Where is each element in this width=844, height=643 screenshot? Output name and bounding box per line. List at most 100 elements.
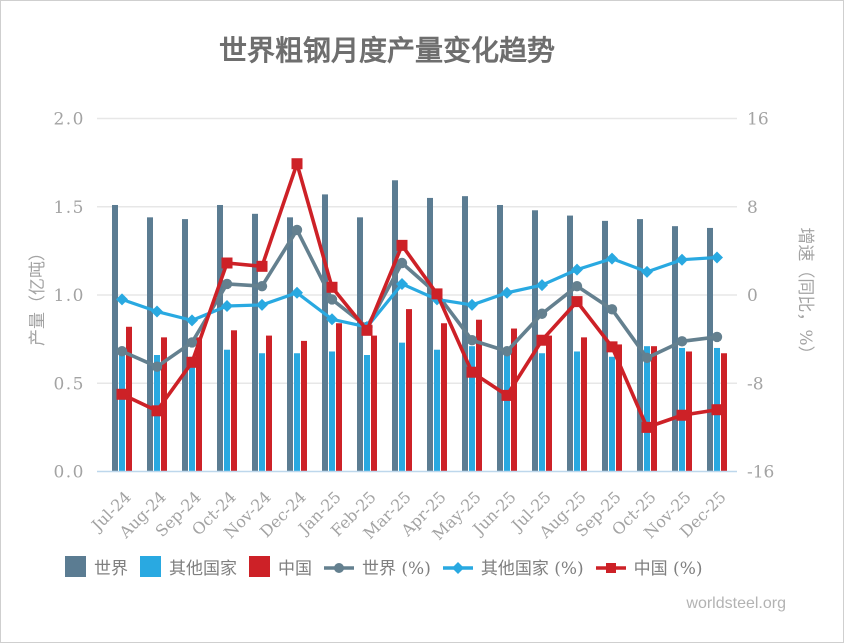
point-square bbox=[396, 239, 408, 251]
legend-label: 中国 (%) bbox=[633, 559, 703, 579]
bar bbox=[399, 342, 405, 472]
y-tick-label: 2.0 bbox=[53, 110, 85, 130]
legend-item-china-line: 中国 (%) bbox=[595, 554, 703, 579]
point-circle bbox=[501, 346, 513, 357]
bar bbox=[574, 351, 580, 472]
point-diamond bbox=[151, 305, 163, 318]
bar bbox=[532, 210, 538, 472]
bar bbox=[189, 356, 195, 472]
point-diamond bbox=[536, 279, 548, 292]
legend-label: 中国 bbox=[278, 559, 312, 579]
point-square bbox=[571, 296, 583, 308]
point-square bbox=[466, 366, 478, 378]
point-square bbox=[501, 389, 513, 401]
point-diamond bbox=[291, 286, 303, 299]
right-axis-ticks: -16 -8 0 8 16 bbox=[747, 110, 774, 483]
point-square bbox=[256, 260, 268, 272]
y-tick-label: 1.0 bbox=[53, 286, 85, 306]
legend-item-china-bar: 中国 bbox=[249, 554, 312, 579]
bar bbox=[679, 347, 685, 472]
bar bbox=[427, 197, 433, 472]
legend-item-other-line: 其他国家 (%) bbox=[442, 554, 584, 579]
bar bbox=[364, 355, 370, 472]
point-diamond bbox=[256, 298, 268, 311]
left-axis-title: 产量（亿吨） bbox=[28, 244, 48, 346]
legend-item-world-bar: 世界 bbox=[65, 554, 128, 579]
bar bbox=[112, 204, 118, 472]
bar bbox=[511, 328, 517, 472]
other-countries-line-swatch-icon bbox=[442, 560, 473, 574]
point-square bbox=[711, 404, 723, 416]
bar bbox=[329, 351, 335, 472]
bar bbox=[497, 204, 503, 472]
legend-label: 其他国家 bbox=[169, 559, 237, 579]
point-circle bbox=[676, 336, 688, 347]
bar bbox=[371, 335, 377, 472]
legend: 世界 其他国家 中国 世界 (%) 其他国家 (%) 中国 (%) bbox=[65, 554, 702, 579]
china-bar-swatch-icon bbox=[249, 556, 270, 577]
point-diamond bbox=[186, 314, 198, 327]
y-tick-label: -16 bbox=[747, 463, 774, 483]
bar bbox=[322, 194, 328, 472]
point-circle bbox=[221, 278, 233, 290]
bars-other-countries bbox=[119, 342, 720, 472]
bar bbox=[294, 353, 300, 472]
y-tick-label: 16 bbox=[747, 110, 769, 130]
point-circle bbox=[641, 352, 653, 364]
bar bbox=[434, 349, 440, 472]
point-square bbox=[536, 334, 548, 346]
bar bbox=[252, 213, 258, 472]
point-circle bbox=[711, 331, 723, 343]
point-square bbox=[641, 421, 653, 433]
bar bbox=[616, 344, 622, 472]
bar bbox=[357, 217, 363, 472]
bar bbox=[686, 351, 692, 472]
bar bbox=[266, 335, 272, 472]
point-circle bbox=[256, 280, 268, 292]
bar bbox=[539, 353, 545, 472]
bar bbox=[224, 349, 230, 472]
bar bbox=[469, 346, 475, 472]
bar bbox=[259, 353, 265, 472]
world-line-swatch-icon bbox=[324, 560, 354, 574]
bar bbox=[644, 346, 650, 472]
world-pct-line bbox=[116, 224, 723, 372]
trend-line bbox=[121, 161, 718, 430]
point-diamond bbox=[466, 298, 478, 311]
point-square bbox=[186, 356, 198, 368]
y-tick-label: 8 bbox=[747, 198, 758, 218]
bar bbox=[217, 204, 223, 472]
bar bbox=[231, 330, 237, 472]
point-circle bbox=[571, 280, 583, 292]
legend-label: 其他国家 (%) bbox=[480, 559, 584, 579]
point-circle bbox=[396, 257, 408, 269]
point-diamond bbox=[221, 300, 233, 313]
point-diamond bbox=[711, 251, 723, 264]
y-tick-label: 1.5 bbox=[53, 198, 85, 218]
point-square bbox=[676, 409, 688, 421]
point-square bbox=[151, 405, 163, 417]
x-axis-labels: Jul-24Aug-24Sep-24Oct-24Nov-24Dec-24Jan-… bbox=[86, 487, 730, 543]
point-circle bbox=[536, 308, 548, 319]
y-tick-label: 0 bbox=[747, 286, 758, 306]
point-circle bbox=[466, 335, 478, 346]
bar bbox=[609, 356, 615, 472]
y-tick-label: 0.5 bbox=[53, 374, 85, 394]
china-pct-line bbox=[116, 158, 723, 433]
trend-line bbox=[121, 255, 718, 329]
point-diamond bbox=[326, 313, 338, 326]
point-diamond bbox=[501, 286, 513, 299]
bar bbox=[392, 180, 398, 472]
y-tick-label: -8 bbox=[747, 374, 764, 394]
point-circle bbox=[151, 361, 163, 372]
bar bbox=[581, 337, 587, 472]
point-square bbox=[291, 158, 303, 170]
point-square bbox=[606, 341, 618, 353]
bar bbox=[672, 226, 678, 472]
bar bbox=[651, 346, 657, 472]
point-square bbox=[431, 288, 443, 300]
bar bbox=[147, 217, 153, 472]
point-circle bbox=[291, 224, 303, 236]
